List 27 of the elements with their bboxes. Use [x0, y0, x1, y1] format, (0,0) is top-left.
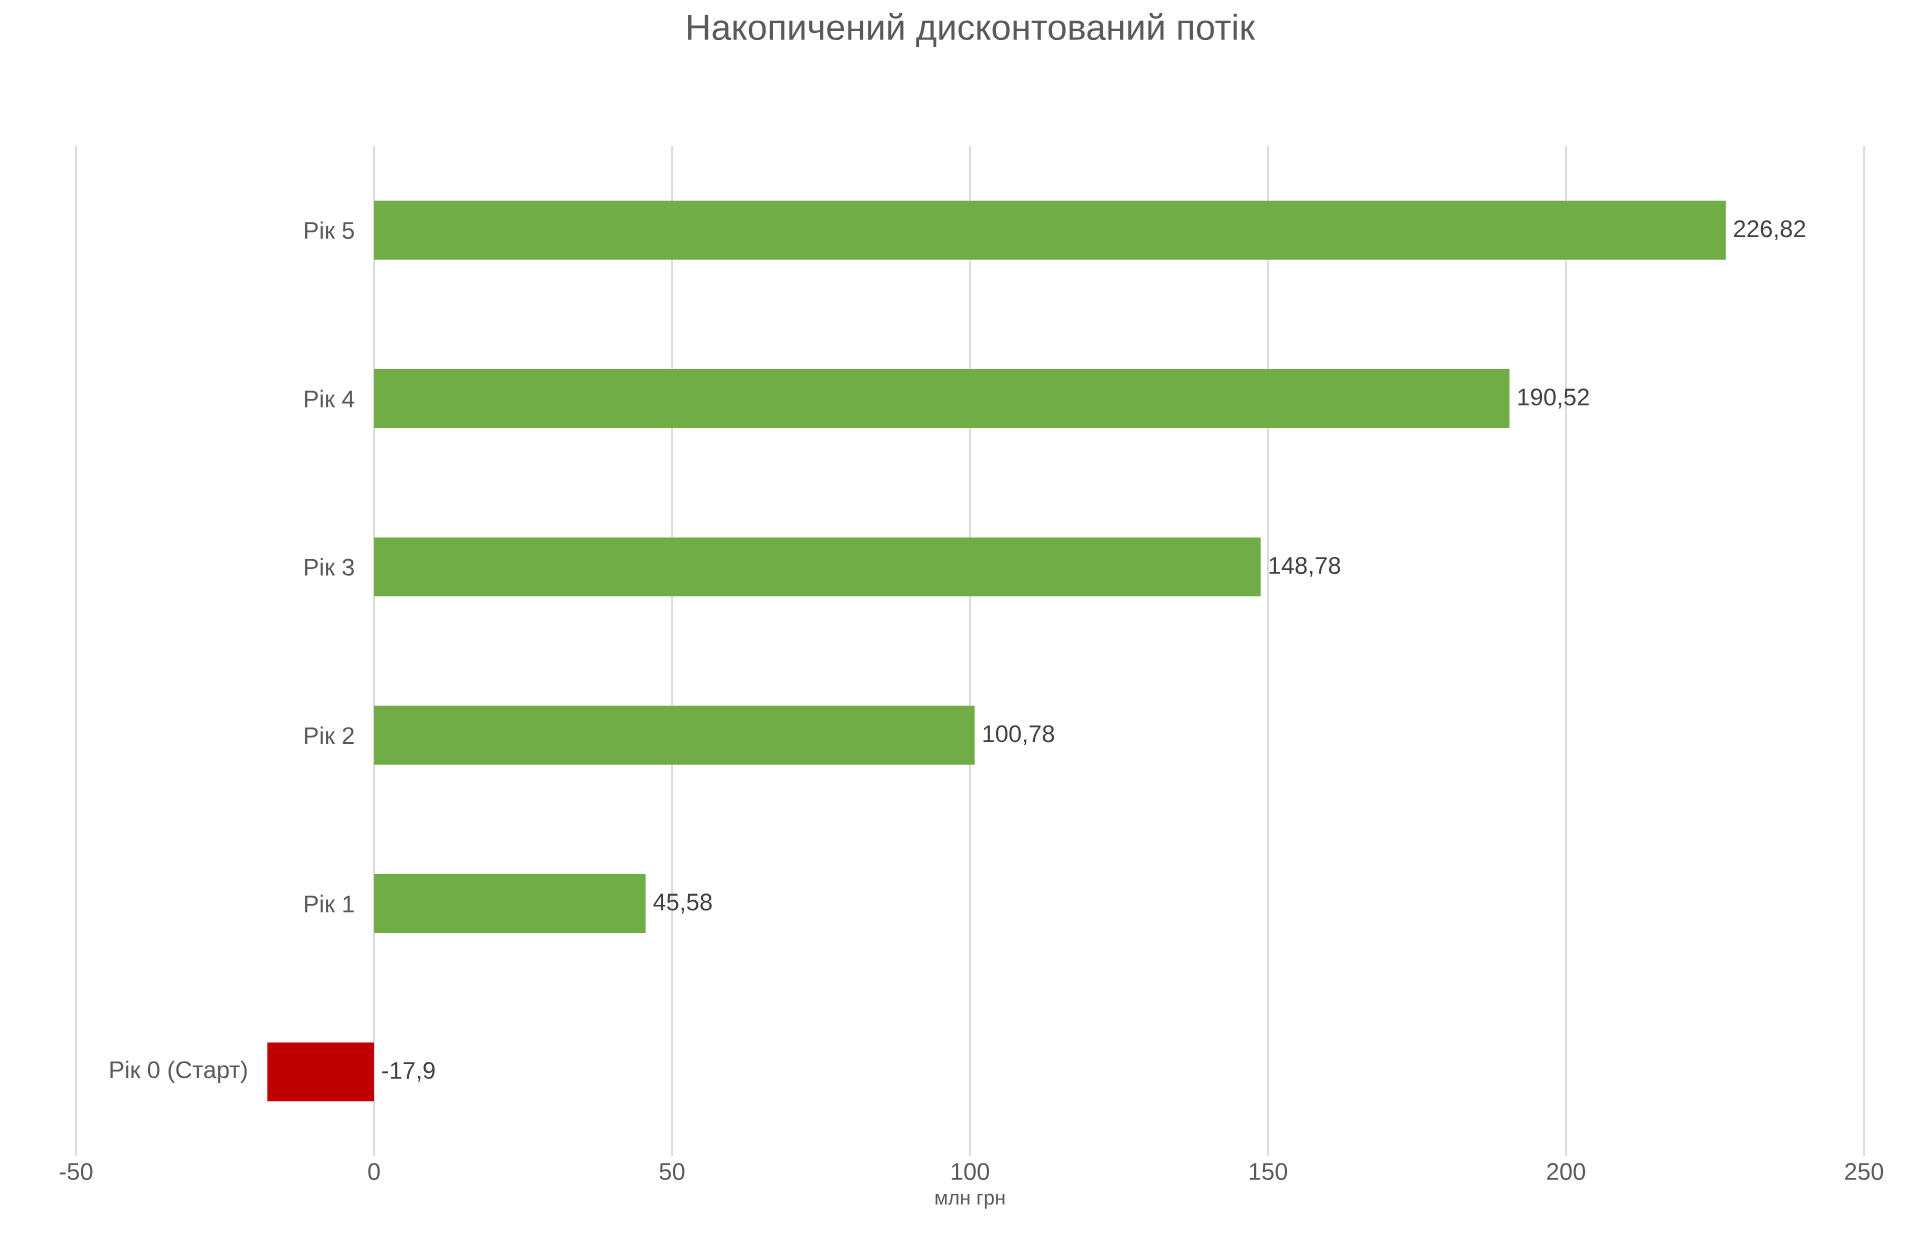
data-label: 100,78 — [983, 725, 1055, 746]
bar — [267, 1042, 375, 1102]
data-label: 148,78 — [1269, 556, 1341, 577]
x-tick-label: 0 — [368, 1163, 380, 1181]
y-tick-label: Рік 0 (Старт) — [110, 1060, 247, 1084]
data-label: 45,58 — [653, 893, 712, 914]
bar — [374, 537, 1261, 597]
x-tick-label: 250 — [1845, 1163, 1884, 1181]
bar — [374, 200, 1726, 260]
x-tick-label: 200 — [1547, 1163, 1586, 1181]
data-label: 226,82 — [1734, 220, 1806, 241]
x-axis-title: млн грн — [935, 1193, 1005, 1209]
bar — [374, 874, 646, 933]
x-tick-label: 50 — [659, 1163, 685, 1181]
bar — [374, 369, 1510, 428]
y-tick-label: Рік 1 — [305, 894, 354, 913]
x-tick-label: 150 — [1249, 1163, 1288, 1181]
y-tick-label: Рік 2 — [305, 726, 354, 744]
y-tick-label: Рік 3 — [305, 558, 354, 576]
y-tick-label: Рік 4 — [305, 389, 355, 408]
y-tick-label: Рік 5 — [305, 221, 354, 239]
x-tick-label: -50 — [59, 1163, 93, 1181]
data-label: -17,9 — [382, 1061, 435, 1082]
x-tick-label: 100 — [951, 1163, 990, 1181]
bar — [374, 705, 975, 765]
data-label: 190,52 — [1518, 388, 1589, 409]
chart-title: Накопичений дисконтований потік — [688, 13, 1256, 47]
